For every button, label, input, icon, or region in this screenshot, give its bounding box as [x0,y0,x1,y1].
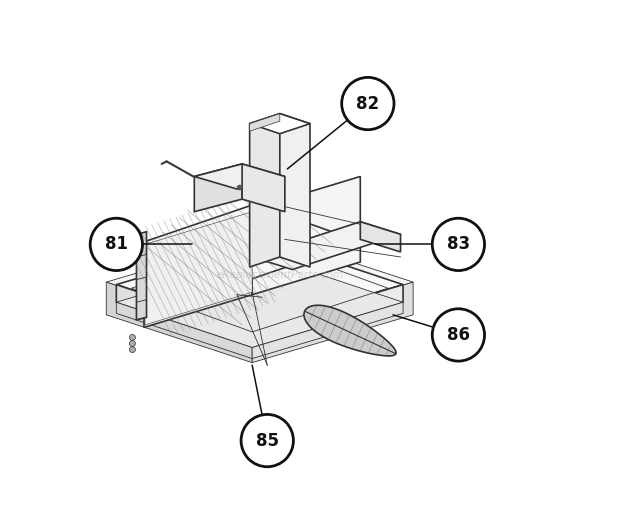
Polygon shape [144,204,360,280]
Polygon shape [144,209,252,328]
Polygon shape [250,114,310,134]
Circle shape [130,341,135,346]
Polygon shape [252,222,401,269]
Text: 82: 82 [356,94,379,113]
Circle shape [432,309,485,361]
Polygon shape [117,285,252,347]
Polygon shape [280,114,310,267]
Circle shape [90,218,143,270]
Polygon shape [360,222,401,252]
Text: 83: 83 [447,235,470,254]
Polygon shape [252,282,413,363]
Polygon shape [117,302,252,358]
Polygon shape [145,212,252,325]
Polygon shape [250,114,280,267]
Text: 81: 81 [105,235,128,254]
Polygon shape [106,282,252,363]
Polygon shape [194,164,242,212]
Circle shape [342,78,394,130]
Circle shape [432,218,485,270]
Text: 86: 86 [447,326,470,344]
Polygon shape [304,305,396,356]
Polygon shape [242,164,285,212]
Polygon shape [250,114,280,131]
Polygon shape [136,232,146,320]
Text: eReplacementParts.com: eReplacementParts.com [216,269,343,280]
Circle shape [130,346,135,353]
Text: 85: 85 [255,432,279,450]
Circle shape [241,414,293,467]
Polygon shape [252,177,360,294]
Polygon shape [117,239,403,330]
Polygon shape [194,164,285,189]
Polygon shape [252,285,403,347]
Polygon shape [252,302,403,358]
Polygon shape [106,234,413,330]
Polygon shape [117,257,403,347]
Circle shape [130,334,135,341]
